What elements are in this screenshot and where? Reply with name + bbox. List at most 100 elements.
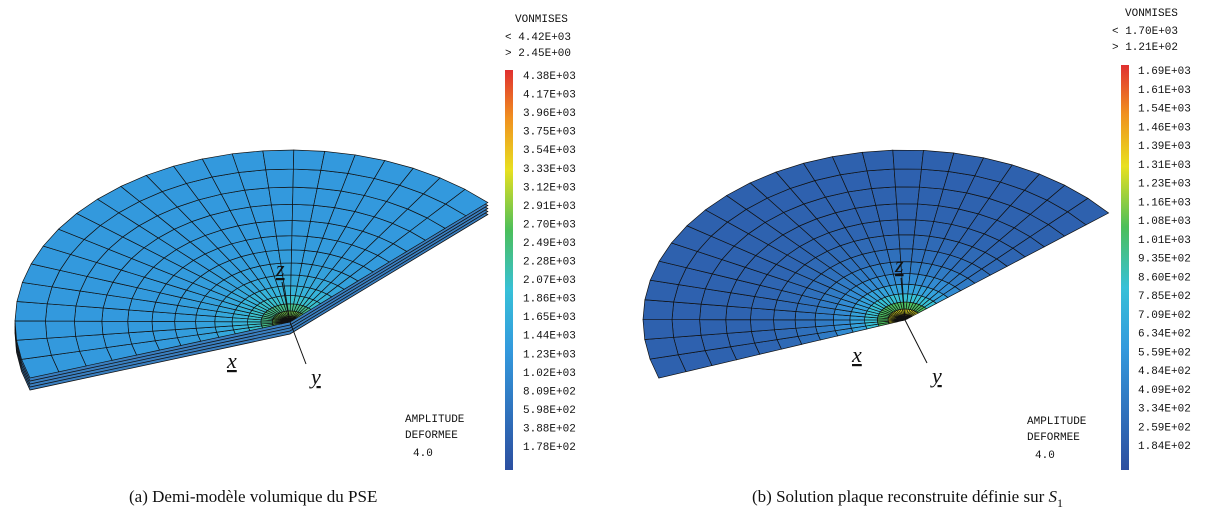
axis-arrow xyxy=(289,321,307,365)
mesh-cell xyxy=(897,219,917,236)
mesh-cell xyxy=(101,320,129,335)
legend-max: < 4.42E+03 xyxy=(505,32,571,44)
colorbar-label: 1.86E+03 xyxy=(523,294,576,306)
colorbar-label: 3.88E+02 xyxy=(523,423,576,435)
mesh-cell xyxy=(445,188,489,217)
axis-arrow xyxy=(900,277,906,321)
mesh-cell xyxy=(247,321,262,326)
mesh-cell xyxy=(292,168,322,189)
caption-subscript: 1 xyxy=(1057,496,1063,510)
mesh-cell xyxy=(262,149,295,171)
colorbar-label: 5.59E+02 xyxy=(1138,347,1191,359)
mesh-cell xyxy=(671,319,702,338)
axis-label: z xyxy=(894,252,904,277)
colorbar-label: 2.28E+03 xyxy=(523,257,576,269)
colorbar-label: 1.23E+03 xyxy=(523,349,576,361)
axis-label: z xyxy=(275,256,285,281)
colorbar-label: 8.09E+02 xyxy=(523,386,576,398)
mesh-cell xyxy=(773,319,797,331)
colorbar-label: 1.78E+02 xyxy=(523,442,576,454)
caption-text: Solution plaque reconstruite définie sur xyxy=(776,487,1044,506)
colorbar-label: 2.91E+03 xyxy=(523,201,576,213)
axis-label: y xyxy=(309,364,321,389)
colorbar-label: 3.33E+03 xyxy=(523,164,576,176)
legend-title: VONMISES xyxy=(1125,8,1178,20)
amplitude-label: AMPLITUDE xyxy=(1027,416,1087,428)
mesh-cell xyxy=(921,150,955,172)
mesh-cell xyxy=(794,319,816,329)
colorbar-label: 9.35E+02 xyxy=(1138,254,1191,266)
colorbar-label: 1.39E+03 xyxy=(1138,141,1191,153)
mesh-cell xyxy=(293,149,326,171)
mesh-cell xyxy=(45,320,76,339)
legend-max: < 1.70E+03 xyxy=(1112,26,1178,38)
colorbar-label: 3.54E+03 xyxy=(523,145,576,157)
legend-min: > 1.21E+02 xyxy=(1112,42,1178,54)
mesh-cell xyxy=(814,319,835,328)
deformee-label: DEFORMEE xyxy=(405,430,458,442)
colorbar-label: 5.98E+02 xyxy=(523,405,576,417)
mesh-cell xyxy=(699,319,728,336)
mesh-cell xyxy=(749,319,775,332)
caption: (a) Demi-modèle volumique du PSE xyxy=(129,487,377,506)
colorbar-label: 1.16E+03 xyxy=(1138,197,1191,209)
mesh-cell xyxy=(892,149,924,170)
colorbar-label: 6.34E+02 xyxy=(1138,329,1191,341)
colorbar-label: 1.02E+03 xyxy=(523,368,576,380)
colorbar-label: 4.17E+03 xyxy=(523,90,576,102)
colorbar-label: 1.01E+03 xyxy=(1138,235,1191,247)
mesh-cell xyxy=(642,319,674,340)
mesh-cell xyxy=(832,319,851,326)
colorbar-label: 1.84E+02 xyxy=(1138,441,1191,453)
mesh-cell xyxy=(271,203,293,222)
caption: (b) Solution plaque reconstruite définie… xyxy=(752,487,1063,510)
colorbar-label: 4.38E+03 xyxy=(523,71,576,83)
colorbar xyxy=(505,70,513,470)
mesh-cell xyxy=(875,203,899,222)
mesh-cell xyxy=(291,203,315,222)
colorbar-label: 7.85E+02 xyxy=(1138,291,1191,303)
mesh-cell xyxy=(14,320,48,341)
colorbar xyxy=(1121,65,1129,470)
mesh-cell xyxy=(725,305,752,321)
colorbar-label: 2.49E+03 xyxy=(523,238,576,250)
amplitude-label: AMPLITUDE xyxy=(405,414,465,426)
colorbar-label: 1.23E+03 xyxy=(1138,179,1191,191)
colorbar-label: 3.96E+03 xyxy=(523,108,576,120)
axis-label: x xyxy=(226,348,237,373)
colorbar-label: 1.31E+03 xyxy=(1138,160,1191,172)
colorbar-label: 1.54E+03 xyxy=(1138,104,1191,116)
mesh-cell xyxy=(268,186,294,206)
mesh-cell xyxy=(895,186,920,205)
mesh-cell xyxy=(699,303,728,321)
mesh-cell xyxy=(214,321,233,328)
caption-text: Demi-modèle volumique du PSE xyxy=(152,487,377,506)
colorbar-label: 4.84E+02 xyxy=(1138,366,1191,378)
axis-label: y xyxy=(930,363,942,388)
labels: VONMISES < 4.42E+03 > 2.45E+00 4.38E+03 4.17… xyxy=(226,8,1191,462)
mesh-cell xyxy=(195,321,216,329)
caption-label: (b) xyxy=(752,487,772,506)
mesh-cell xyxy=(644,336,679,360)
amplitude-value: 4.0 xyxy=(1035,450,1055,462)
mesh-cell xyxy=(1067,197,1110,226)
mesh-cell xyxy=(292,186,318,206)
colorbar-label: 1.08E+03 xyxy=(1138,216,1191,228)
mesh-cell xyxy=(45,303,77,322)
caption-label: (a) xyxy=(129,487,148,506)
axis-label: x xyxy=(851,342,862,367)
legend-title: VONMISES xyxy=(515,14,568,26)
colorbar-label: 1.65E+03 xyxy=(523,312,576,324)
colorbar-label: 3.12E+03 xyxy=(523,182,576,194)
mesh-cell xyxy=(275,235,293,251)
mesh-cell xyxy=(671,301,702,321)
mesh-cell xyxy=(273,220,293,237)
colorbar-label: 1.61E+03 xyxy=(1138,85,1191,97)
mesh-cell xyxy=(231,150,267,173)
colorbar-label: 1.46E+03 xyxy=(1138,122,1191,134)
mesh-cell xyxy=(896,203,919,221)
mesh-cell xyxy=(101,307,130,322)
mesh-cell xyxy=(74,305,104,322)
